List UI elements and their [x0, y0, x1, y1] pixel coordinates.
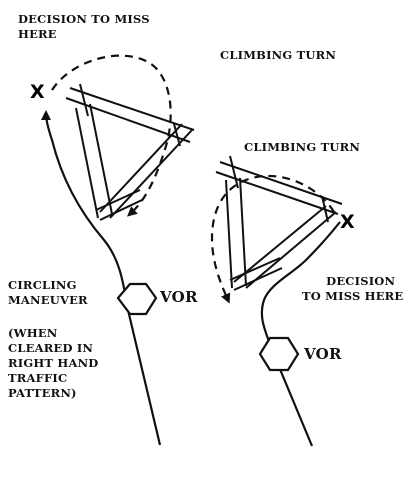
when-cleared-line-1: (WHEN [8, 326, 58, 340]
decision-right-line-1: DECISION [326, 274, 396, 288]
circling-line-1: CIRCLING [8, 278, 77, 292]
vor-left-icon [116, 282, 158, 316]
decision-right-line-2: TO MISS HERE [302, 289, 404, 303]
left-climbing-turn-path [51, 54, 172, 217]
right-climbing-turn-path [210, 174, 335, 304]
left-runway-triangle [65, 83, 195, 221]
when-cleared-line-5: PATTERN) [8, 386, 77, 400]
circling-maneuver-label: CIRCLING MANEUVER [8, 278, 88, 308]
when-cleared-line-2: CLEARED IN [8, 341, 94, 355]
when-cleared-label: (WHEN CLEARED IN RIGHT HAND TRAFFIC PATT… [8, 326, 98, 401]
circling-line-2: MANEUVER [8, 293, 88, 307]
climbing-turn-top-label: CLIMBING TURN [220, 48, 337, 62]
vor-right-label: VOR [304, 345, 342, 363]
climbing-turn-right-label: CLIMBING TURN [244, 140, 361, 154]
vor-right-icon [258, 336, 300, 372]
decision-left-line-1: DECISION TO MISS [18, 12, 150, 26]
decision-left-line-2: HERE [18, 27, 57, 41]
right-runway-triangle [215, 155, 343, 291]
when-cleared-line-3: RIGHT HAND [8, 356, 99, 370]
left-circling-path [41, 110, 162, 446]
x-left-marker: X [30, 81, 45, 103]
decision-to-miss-left-label: DECISION TO MISS HERE [18, 12, 150, 42]
right-approach-path [260, 221, 341, 447]
when-cleared-line-4: TRAFFIC [8, 371, 68, 385]
vor-left-label: VOR [160, 288, 198, 306]
x-right-marker: X [340, 211, 355, 233]
decision-to-miss-right-label: DECISION TO MISS HERE [302, 274, 403, 304]
